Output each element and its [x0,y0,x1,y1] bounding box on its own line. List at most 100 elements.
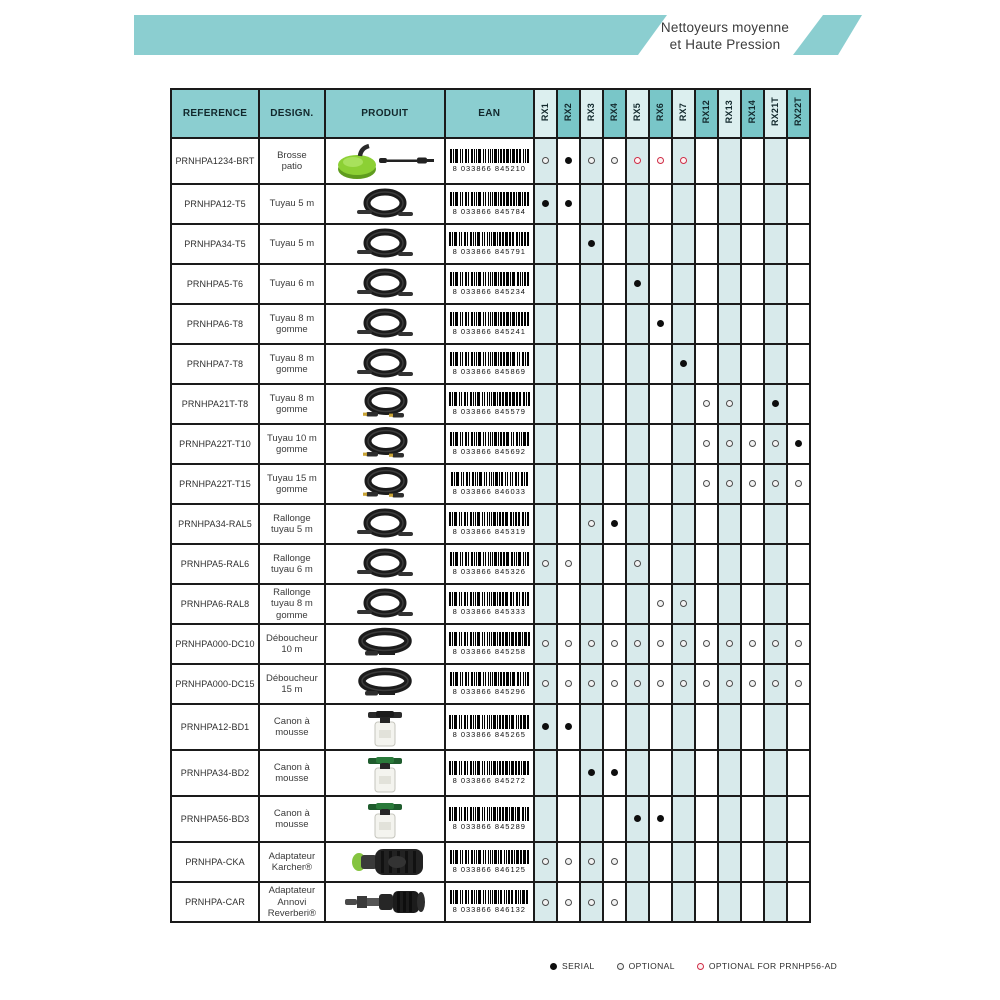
compat-cell-rx6 [647,703,673,752]
product-image [327,752,443,794]
optional-dot-icon [748,480,756,488]
banner-title-line1: Nettoyeurs moyenne [660,20,790,35]
ean-number: 8 033866 846132 [452,905,526,915]
ean-number: 8 033866 845333 [452,607,526,617]
design-cell: Canon à mousse [258,795,326,844]
product-image-cell [323,137,446,185]
compat-cell-rx5 [624,223,650,265]
compat-cell-rx21t [762,503,788,545]
column-header-rx3: RX3 [578,88,604,139]
hose-coil-icon [356,308,413,338]
optional-dot-icon [656,640,664,648]
compat-cell-rx4 [601,183,627,225]
compat-cell-rx2 [555,223,581,265]
reference-cell: PRNHPA-CKA [170,841,260,884]
barcode-bars-icon [449,232,530,246]
reference-label: PRNHPA22T-T10 [179,439,251,449]
optional-dot-icon [610,858,618,866]
barcode-bars-icon [449,272,529,286]
compat-cell-rx21t [762,881,788,924]
reference-label: PRNHPA34-RAL5 [178,519,252,529]
product-image [327,266,443,302]
optional-dot-icon [794,640,802,648]
design-cell: Tuyau 10 m gomme [258,423,326,465]
ean-cell: 8 033866 846132 [443,881,535,924]
serial-dot-icon [541,200,549,208]
compat-cell-rx6 [647,543,673,585]
optional-ad-dot-icon [696,962,704,970]
foam-cannon-green-icon [367,757,402,793]
reference-cell: PRNHPA12-T5 [170,183,260,225]
compat-cell-rx5 [624,663,650,706]
barcode-bars-icon [450,472,528,486]
optional-dot-icon [725,640,733,648]
table-row: PRNHPA7-T8 Tuyau 8 m gomme 8 033866 8458… [170,343,811,385]
compat-cell-rx14 [739,795,765,844]
compat-cell-rx14 [739,703,765,752]
compat-cell-rx6 [647,623,673,666]
compat-cell-rx21t [762,183,788,225]
reference-label: PRNHPA7-T8 [186,359,244,369]
compat-cell-rx3 [578,463,604,505]
serial-dot-icon [679,360,687,368]
reference-cell: PRNHPA34-BD2 [170,749,260,798]
compat-cell-rx2 [555,303,581,345]
compat-cell-rx5 [624,383,650,425]
compat-cell-rx22t [785,183,811,225]
optional-dot-icon [610,898,618,906]
optional-dot-icon [610,680,618,688]
compat-cell-rx4 [601,463,627,505]
compat-cell-rx4 [601,749,627,798]
compat-cell-rx1 [532,463,558,505]
barcode: 8 033866 845692 [449,432,530,456]
optional-dot-icon [794,480,802,488]
compat-cell-rx12 [693,795,719,844]
optional-dot-icon [748,680,756,688]
compat-cell-rx6 [647,223,673,265]
product-image [327,306,443,342]
ean-cell: 8 033866 845258 [443,623,535,666]
compat-cell-rx14 [739,423,765,465]
compat-cell-rx13 [716,703,742,752]
compat-cell-rx21t [762,623,788,666]
reference-cell: PRNHPA6-T8 [170,303,260,345]
compat-cell-rx13 [716,749,742,798]
optional-dot-icon [748,640,756,648]
compat-cell-rx22t [785,263,811,305]
barcode-bars-icon [449,552,529,566]
product-image [327,667,443,701]
compat-cell-rx12 [693,343,719,385]
reference-cell: PRNHPA000-DC15 [170,663,260,706]
design-cell: Tuyau 8 m gomme [258,383,326,425]
optional-dot-icon [610,157,618,165]
reference-cell: PRNHPA22T-T10 [170,423,260,465]
barcode-bars-icon [449,352,529,366]
barcode: 8 033866 845579 [448,392,530,416]
compat-cell-rx22t [785,749,811,798]
optional-dot-icon [587,680,595,688]
table-row: PRNHPA34-BD2 Canon à mousse 8 033866 845… [170,749,811,798]
compat-cell-rx6 [647,303,673,345]
design-cell: Rallonge tuyau 8 m gomme [258,582,326,626]
reference-label: PRNHPA-CAR [185,897,245,908]
reference-cell: PRNHPA5-RAL6 [170,543,260,585]
compat-cell-rx22t [785,881,811,924]
barcode-bars-icon [449,761,530,776]
design-label: Tuyau 6 m [269,278,315,290]
hose-coil-icon [356,268,413,298]
banner-band [134,15,667,55]
ean-number: 8 033866 845265 [452,730,526,740]
optional-dot-icon [610,640,618,648]
column-header-rx21t: RX21T [762,88,788,139]
barcode-bars-icon [449,715,530,730]
column-header-design: DESIGN. [258,88,326,139]
ean-number: 8 033866 845326 [452,567,526,576]
compat-cell-rx21t [762,663,788,706]
compat-cell-rx22t [785,223,811,265]
compat-cell-rx7 [670,183,696,225]
design-label: Rallonge tuyau 8 m gomme [271,587,313,621]
ean-cell: 8 033866 845289 [443,795,535,844]
compat-cell-rx1 [532,881,558,924]
ean-cell: 8 033866 845869 [443,343,535,385]
legend-item-optional: OPTIONAL [616,961,675,971]
